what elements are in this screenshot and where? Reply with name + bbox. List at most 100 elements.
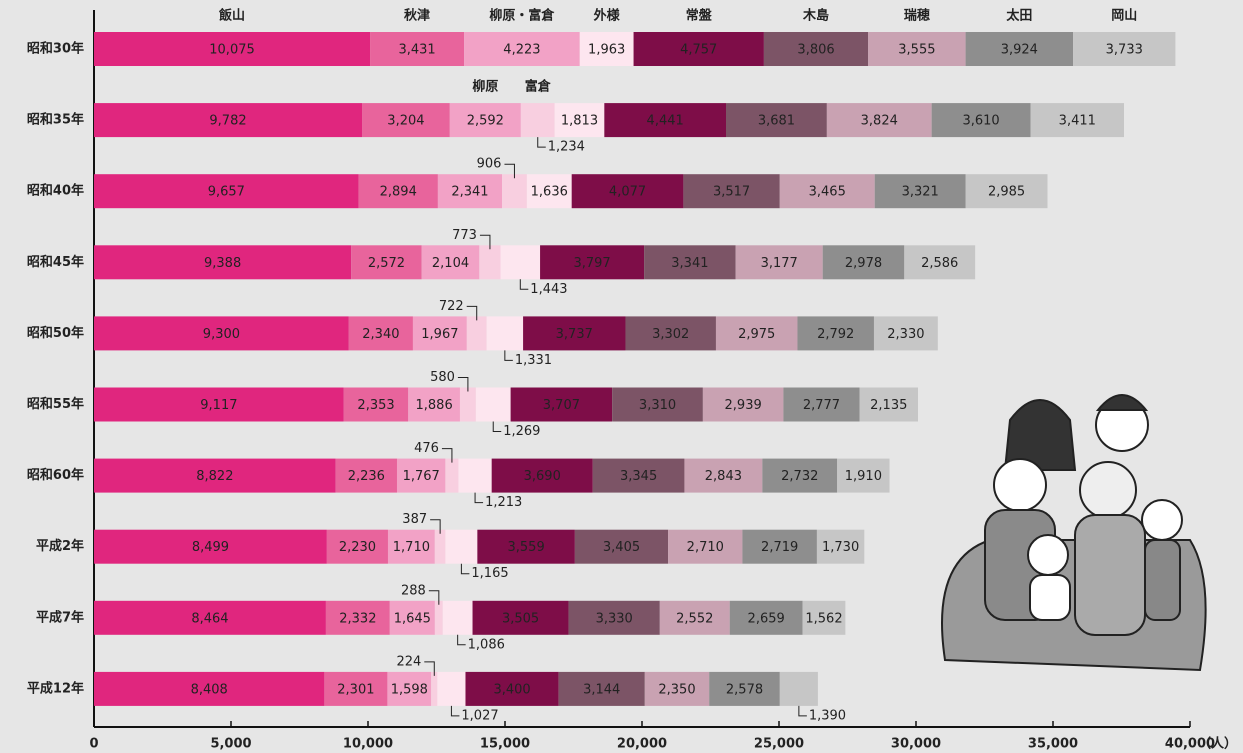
bar-segment bbox=[324, 671, 388, 706]
value-label: 722 bbox=[439, 299, 464, 314]
value-label: 1,027 bbox=[461, 708, 498, 723]
value-label: 2,552 bbox=[676, 611, 713, 626]
value-label: 3,733 bbox=[1106, 43, 1143, 58]
value-label: 3,302 bbox=[652, 327, 689, 342]
value-label: 8,499 bbox=[192, 540, 229, 555]
bar-segment bbox=[726, 103, 827, 138]
callout-line bbox=[460, 563, 470, 575]
value-label: 3,707 bbox=[543, 398, 580, 413]
series-label: 太田 bbox=[1005, 8, 1032, 24]
value-label: 906 bbox=[477, 157, 502, 172]
value-label: 2,572 bbox=[368, 256, 405, 271]
bar-segment bbox=[434, 529, 446, 564]
bar-segment bbox=[604, 103, 727, 138]
bar-segment bbox=[633, 32, 764, 66]
value-label: 224 bbox=[396, 654, 421, 669]
bar-segment bbox=[873, 316, 938, 351]
callout-line bbox=[428, 590, 440, 605]
x-tick-label: 20,000 bbox=[617, 737, 667, 752]
value-label: 2,939 bbox=[725, 398, 762, 413]
category-label: 昭和35年 bbox=[27, 112, 84, 128]
category-label: 平成12年 bbox=[27, 680, 84, 696]
series-label: 木島 bbox=[802, 8, 829, 24]
bar-segment bbox=[387, 671, 432, 706]
bar-segment bbox=[837, 458, 890, 493]
series-label: 柳原・富倉 bbox=[489, 8, 555, 24]
x-tick-label: 15,000 bbox=[480, 737, 530, 752]
value-label: 1,331 bbox=[515, 353, 552, 368]
bar-segment bbox=[464, 32, 580, 66]
x-tick-label: 40,000 bbox=[1165, 737, 1215, 752]
bar-segment bbox=[729, 600, 803, 635]
value-label: 2,894 bbox=[380, 185, 417, 200]
value-label: 9,300 bbox=[203, 327, 240, 342]
bar-segment bbox=[822, 245, 905, 280]
value-label: 3,177 bbox=[761, 256, 798, 271]
bar-segment bbox=[431, 671, 438, 706]
bar-segment bbox=[554, 103, 605, 138]
value-label: 2,659 bbox=[748, 611, 785, 626]
bar-segment bbox=[94, 671, 325, 706]
bar-segment bbox=[445, 529, 478, 564]
bar-segment bbox=[715, 316, 798, 351]
value-label: 2,578 bbox=[726, 682, 763, 697]
callout-line bbox=[492, 421, 502, 432]
bar-segment bbox=[763, 32, 869, 66]
series-label: 瑞穂 bbox=[904, 8, 930, 24]
value-label: 3,400 bbox=[493, 682, 530, 697]
bar-segment bbox=[779, 671, 818, 706]
bar-segment bbox=[387, 529, 435, 564]
bar-segment bbox=[477, 529, 575, 564]
bar-segment bbox=[348, 316, 413, 351]
value-label: 4,441 bbox=[647, 114, 684, 129]
bar-segment bbox=[475, 387, 511, 422]
value-label: 2,978 bbox=[845, 256, 882, 271]
category-label: 昭和45年 bbox=[27, 254, 84, 270]
value-label: 3,321 bbox=[902, 185, 939, 200]
bar-segment bbox=[94, 316, 349, 351]
value-label: 2,332 bbox=[339, 611, 376, 626]
value-label: 1,165 bbox=[471, 566, 508, 581]
value-label: 4,223 bbox=[503, 43, 540, 58]
series-label: 富倉 bbox=[525, 79, 552, 95]
bar-segment bbox=[326, 529, 388, 564]
bar-segment bbox=[502, 174, 527, 209]
bar-segment bbox=[94, 458, 336, 493]
x-tick-label: 10,000 bbox=[343, 737, 393, 752]
bar-segment bbox=[709, 671, 780, 706]
bar-segment bbox=[668, 529, 743, 564]
value-label: 2,985 bbox=[988, 185, 1025, 200]
bar-segment bbox=[683, 174, 780, 209]
value-label: 2,353 bbox=[357, 398, 394, 413]
callout-line bbox=[798, 705, 807, 717]
bar-segment bbox=[343, 387, 409, 422]
bar-segment bbox=[644, 671, 710, 706]
value-label: 3,737 bbox=[556, 327, 593, 342]
callout-line bbox=[504, 163, 515, 179]
bar-segment bbox=[859, 387, 919, 422]
callout-line bbox=[457, 634, 466, 646]
value-label: 1,234 bbox=[548, 140, 585, 155]
illustration bbox=[941, 394, 1207, 672]
x-unit: （人） bbox=[1198, 736, 1237, 752]
bar-segment bbox=[466, 316, 487, 351]
bar-segment bbox=[421, 245, 480, 280]
category-label: 昭和50年 bbox=[27, 325, 84, 341]
bar-segment bbox=[408, 387, 460, 422]
bar-segment bbox=[486, 316, 524, 351]
value-label: 3,610 bbox=[962, 114, 999, 129]
bar-segment bbox=[510, 387, 613, 422]
series-label: 飯山 bbox=[218, 8, 245, 24]
value-label: 3,310 bbox=[639, 398, 676, 413]
bar-segment bbox=[449, 103, 521, 138]
value-label: 3,465 bbox=[809, 185, 846, 200]
bar-segment bbox=[802, 600, 846, 635]
value-label: 2,104 bbox=[432, 256, 469, 271]
bar-segment bbox=[625, 316, 716, 351]
bar-segment bbox=[702, 387, 784, 422]
bar-segment bbox=[797, 316, 874, 351]
x-tick-label: 35,000 bbox=[1028, 737, 1078, 752]
callout-line bbox=[457, 377, 469, 392]
bar-segment bbox=[370, 32, 465, 66]
value-label: 3,806 bbox=[797, 43, 834, 58]
